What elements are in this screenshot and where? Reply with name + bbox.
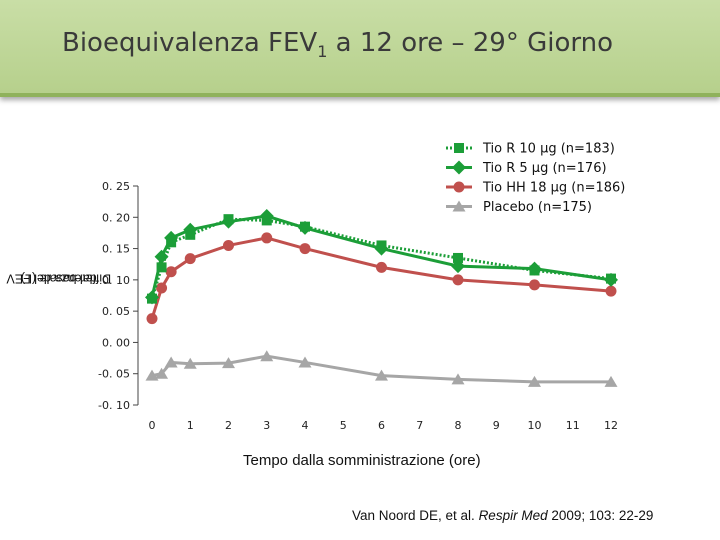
data-point-tio-r10 <box>166 237 177 248</box>
citation-details: 2009; 103: 22-29 <box>547 508 654 523</box>
data-point-placebo <box>375 369 388 381</box>
x-tick-label: 6 <box>378 419 385 432</box>
data-point-tio-r10 <box>300 221 310 232</box>
legend-marker-tio-r10 <box>454 143 464 153</box>
data-point-placebo <box>604 375 618 387</box>
slide-title: Bioequivalenza FEV1 a 12 ore – 29° Giorn… <box>62 28 613 61</box>
data-point-tio-hh <box>299 243 311 255</box>
data-point-tio-hh <box>452 274 464 286</box>
series-placebo <box>145 350 618 387</box>
x-tick-label: 5 <box>340 419 347 432</box>
title-text-end: a 12 ore – 29° Giorno <box>327 28 613 58</box>
data-point-tio-r10 <box>261 215 272 226</box>
data-point-tio-hh <box>605 285 617 297</box>
legend-label-placebo: Placebo (n=175) <box>483 200 592 215</box>
data-point-tio-hh <box>529 279 540 291</box>
x-tick-label: 0 <box>149 419 156 432</box>
y-tick-label: 0. 15 <box>102 243 130 256</box>
x-axis-label: Tempo dalla somministrazione (ore) <box>243 452 481 469</box>
series-tio-r10 <box>147 214 616 304</box>
y-tick-label: 0. 05 <box>102 305 130 318</box>
data-point-tio-r10 <box>376 240 387 251</box>
data-point-placebo <box>222 357 235 369</box>
data-point-placebo <box>145 369 159 381</box>
x-tick-label: 9 <box>493 419 500 432</box>
x-tick-label: 1 <box>187 419 194 432</box>
data-point-tio-r10 <box>606 273 616 284</box>
data-point-tio-r10 <box>529 265 540 276</box>
legend-label-tio-r10: Tio R 10 µg (n=183) <box>482 142 615 157</box>
y-tick-label: 0. 20 <box>102 211 130 224</box>
data-point-tio-hh <box>223 239 234 251</box>
data-point-tio-r10 <box>453 252 463 263</box>
series-tio-hh <box>146 232 617 325</box>
x-tick-label: 10 <box>528 419 542 432</box>
title-text: Bioequivalenza FEV <box>62 28 318 58</box>
data-point-placebo <box>298 356 312 368</box>
x-tick-label: 11 <box>566 419 580 432</box>
y-tick-label: 0. 25 <box>102 180 130 193</box>
legend-label-tio-r5: Tio R 5 µg (n=176) <box>482 161 607 176</box>
legend: Tio R 10 µg (n=183) Tio R 5 µg (n=176) Tio… <box>446 142 625 215</box>
data-point-placebo <box>260 350 274 362</box>
data-point-tio-r10 <box>185 229 196 240</box>
data-point-tio-hh <box>184 253 196 265</box>
data-point-placebo <box>451 373 465 385</box>
title-subscript: 1 <box>317 42 328 62</box>
data-point-tio-r10 <box>147 293 157 304</box>
data-point-placebo <box>164 356 178 368</box>
x-tick-label: 3 <box>263 419 270 432</box>
y-tick-label: 0. 10 <box>102 274 130 287</box>
x-tick-label: 12 <box>604 419 618 432</box>
data-point-tio-hh <box>146 313 158 325</box>
y-tick-label: -0. 05 <box>98 368 130 381</box>
series-line-tio-r10 <box>150 217 612 300</box>
citation: Van Noord DE, et al. Respir Med 2009; 10… <box>352 508 653 523</box>
data-point-tio-hh <box>165 266 177 278</box>
legend-marker-tio-r5 <box>452 160 466 175</box>
legend-label-tio-hh: Tio HH 18 µg (n=186) <box>482 181 625 196</box>
data-point-tio-hh <box>261 232 273 244</box>
data-point-placebo <box>528 375 541 387</box>
x-tick-label: 4 <box>302 419 309 432</box>
data-point-placebo <box>155 367 169 379</box>
y-tick-label: -0. 10 <box>98 399 130 412</box>
x-tick-label: 8 <box>455 419 462 432</box>
title-banner: Bioequivalenza FEV1 a 12 ore – 29° Giorn… <box>0 0 720 97</box>
citation-authors: Van Noord DE, et al. <box>352 508 479 523</box>
y-tick-label: 0. 00 <box>102 336 130 349</box>
x-tick-label: 7 <box>416 419 423 432</box>
data-point-tio-r10 <box>223 214 234 225</box>
data-point-placebo <box>183 357 197 369</box>
legend-marker-tio-hh <box>453 181 465 193</box>
data-point-tio-hh <box>156 282 168 294</box>
data-point-tio-hh <box>376 261 387 273</box>
legend-marker-placebo <box>452 200 466 212</box>
x-tick-label: 2 <box>225 419 232 432</box>
citation-journal: Respir Med <box>478 508 548 523</box>
data-point-tio-r10 <box>156 262 167 273</box>
